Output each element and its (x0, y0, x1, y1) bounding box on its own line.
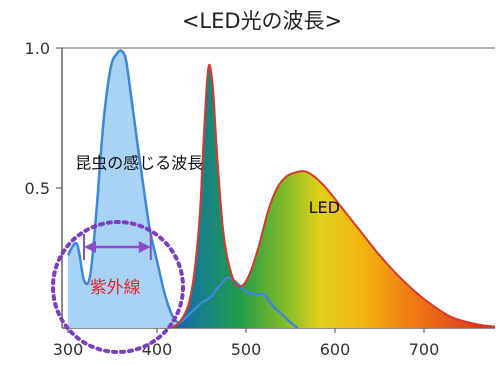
uv-annotation: 紫外線 (90, 278, 141, 298)
tick-labels: 300 400 500 600 700 0.5 1.0 (25, 39, 440, 359)
chart-title: <LED光の波長> (182, 9, 342, 33)
uv-callout (51, 220, 185, 354)
uv-dotted-circle (51, 220, 185, 354)
led-annotation: LED (309, 198, 340, 217)
x-tick-label: 700 (409, 340, 440, 359)
uv-arrowhead-right (138, 241, 151, 253)
led-series-line (169, 63, 495, 328)
y-tick-label: 1.0 (25, 39, 50, 58)
y-tick-label: 0.5 (25, 179, 50, 198)
insect-series-line (66, 49, 299, 328)
x-tick-label: 400 (142, 340, 173, 359)
insect-area-fill (68, 50, 298, 328)
x-tick-label: 600 (320, 340, 351, 359)
x-tick-label: 300 (53, 340, 84, 359)
uv-arrowhead-left (84, 241, 97, 253)
x-tick-label: 500 (231, 340, 262, 359)
insect-annotation: 昆虫の感じる波長 (75, 153, 203, 172)
